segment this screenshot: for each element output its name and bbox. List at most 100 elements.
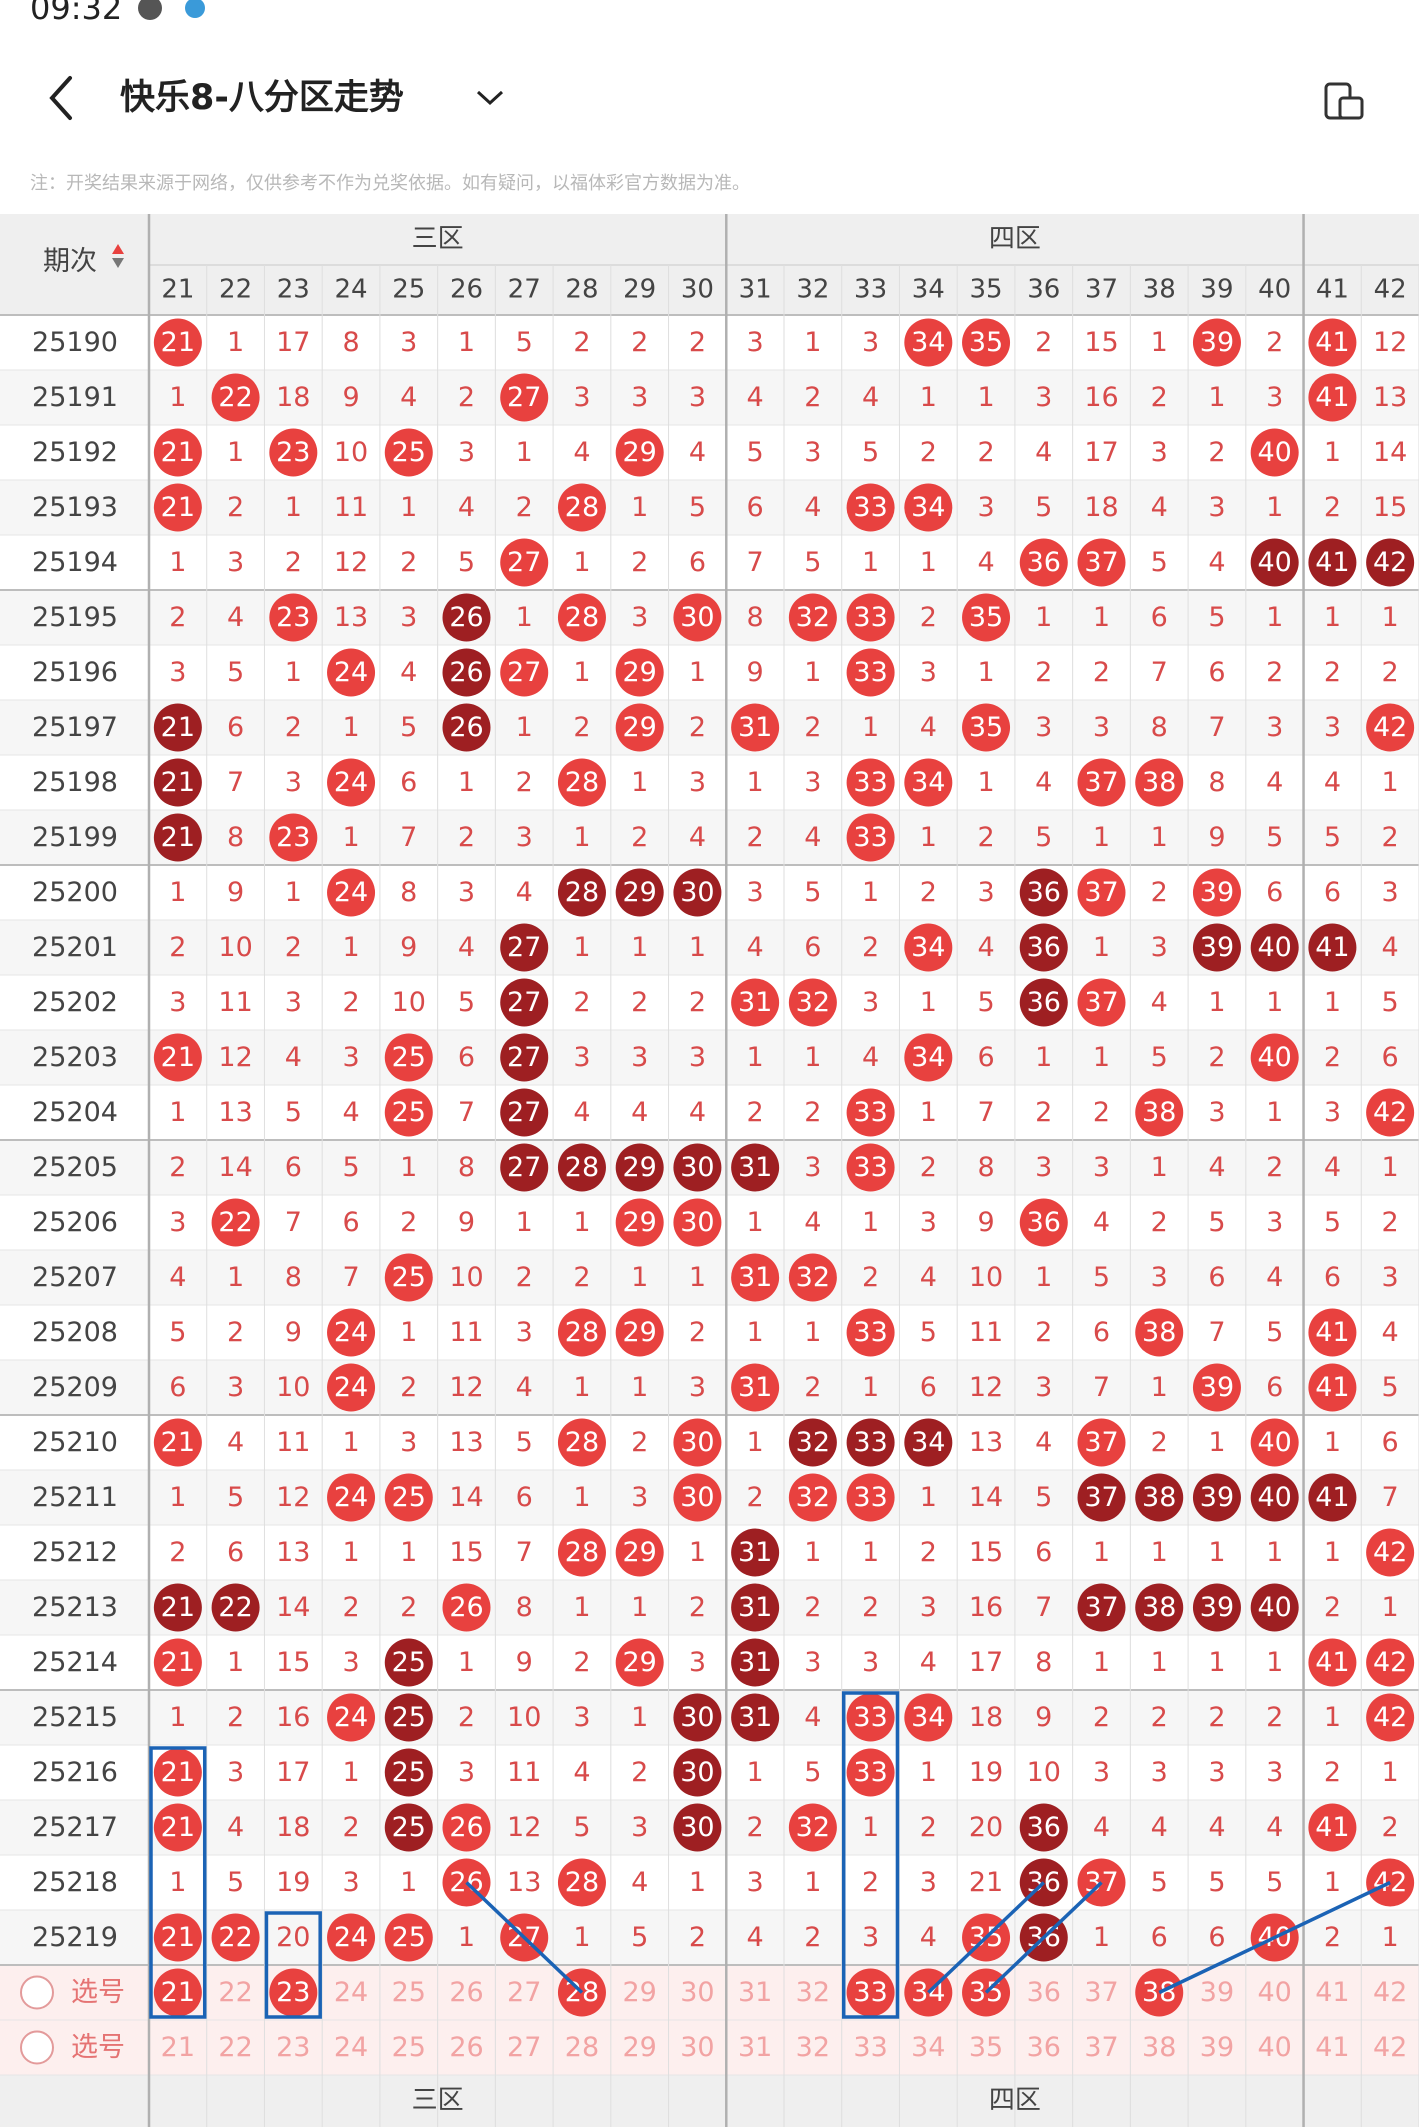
- cell-number: 2: [458, 382, 475, 413]
- cell-number: 3: [1266, 382, 1283, 413]
- cell-number: 39: [1200, 877, 1234, 908]
- cell-number: 3: [1208, 492, 1225, 523]
- hit-circle: [327, 648, 376, 697]
- cell-number: 1: [804, 1317, 821, 1348]
- cell-number: 8: [400, 877, 417, 908]
- cell-number: 28: [565, 1867, 599, 1898]
- cell-number: 5: [1208, 1207, 1225, 1238]
- hit-circle: [1135, 1583, 1184, 1632]
- cell-number: 34: [911, 1427, 945, 1458]
- cell-number: 1: [458, 1922, 475, 1953]
- cell-number: 3: [977, 492, 994, 523]
- issue-number: 25207: [32, 1262, 118, 1293]
- column-header: 29: [623, 275, 656, 305]
- cell-number: 27: [507, 987, 541, 1018]
- cell-number: 31: [738, 712, 772, 743]
- cell-number: 6: [1151, 1922, 1168, 1953]
- cell-number: 3: [342, 1647, 359, 1678]
- cell-number: 21: [161, 712, 195, 743]
- cell-number: 3: [1266, 712, 1283, 743]
- row-bg: [0, 1635, 1419, 1690]
- annotation-line: [465, 1881, 584, 1994]
- hit-circle: [615, 1143, 664, 1192]
- cell-number: 1: [631, 1592, 648, 1623]
- cell-number: 23: [276, 822, 310, 853]
- cell-number: 6: [516, 1482, 533, 1513]
- cell-number: 1: [1324, 1702, 1341, 1733]
- hit-circle: [846, 758, 895, 807]
- cell-number: 39: [1200, 1372, 1234, 1403]
- cell-number: 12: [507, 1812, 541, 1843]
- cell-number: 1: [920, 1482, 937, 1513]
- cell-number: 2: [920, 602, 937, 633]
- hit-circle: [904, 1693, 953, 1742]
- cell-number: 4: [1208, 1152, 1225, 1183]
- cell-number: 14: [1373, 437, 1407, 468]
- cell-number: 34: [911, 1042, 945, 1073]
- cell-number: 6: [400, 767, 417, 798]
- select-radio[interactable]: [20, 2030, 54, 2065]
- hit-circle: [904, 1418, 953, 1467]
- dropdown-toggle[interactable]: [476, 90, 504, 106]
- hit-circle: [1308, 1363, 1357, 1412]
- cell-number: 1: [804, 1042, 821, 1073]
- cell-number: 4: [631, 1867, 648, 1898]
- cell-number: 21: [969, 1867, 1003, 1898]
- cell-number: 26: [449, 657, 483, 688]
- cell-number: 15: [1084, 327, 1118, 358]
- hit-circle: [327, 868, 376, 917]
- cell-number: 4: [804, 492, 821, 523]
- cell-number: 7: [285, 1207, 302, 1238]
- hit-circle: [615, 868, 664, 917]
- cell-number: 21: [161, 437, 195, 468]
- cell-number: 25: [392, 1647, 426, 1678]
- issue-number: 25193: [32, 492, 118, 523]
- cell-number: 6: [227, 712, 244, 743]
- hit-circle: [731, 1528, 780, 1577]
- select-radio[interactable]: [20, 1975, 54, 2010]
- hit-circle: [1077, 758, 1126, 807]
- cell-number: 40: [1258, 1977, 1292, 2008]
- column-header: 31: [739, 275, 772, 305]
- cell-number: 2: [920, 1537, 937, 1568]
- cell-number: 31: [738, 1977, 772, 2008]
- cell-number: 2: [977, 822, 994, 853]
- cell-number: 24: [334, 2032, 368, 2063]
- cell-number: 28: [565, 877, 599, 908]
- cell-number: 29: [623, 1207, 657, 1238]
- cell-number: 28: [565, 767, 599, 798]
- hit-circle: [846, 1748, 895, 1797]
- hit-circle: [904, 923, 953, 972]
- sort-desc[interactable]: [112, 258, 124, 268]
- cell-number: 2: [804, 1372, 821, 1403]
- cell-number: 2: [1151, 382, 1168, 413]
- cell-number: 1: [1266, 987, 1283, 1018]
- cell-number: 1: [920, 1757, 937, 1788]
- cell-number: 26: [449, 1812, 483, 1843]
- column-header: 23: [277, 275, 310, 305]
- hit-circle: [904, 758, 953, 807]
- cell-number: 5: [862, 437, 879, 468]
- cell-number: 1: [689, 657, 706, 688]
- cell-number: 9: [227, 877, 244, 908]
- cell-number: 1: [977, 767, 994, 798]
- cell-number: 15: [276, 1647, 310, 1678]
- annotation-line: [927, 1881, 1045, 1994]
- hit-circle: [500, 538, 549, 587]
- cell-number: 3: [1035, 712, 1052, 743]
- cell-number: 38: [1142, 1097, 1176, 1128]
- cell-number: 2: [862, 1867, 879, 1898]
- layout-toggle[interactable]: [1324, 82, 1364, 120]
- cell-number: 8: [516, 1592, 533, 1623]
- hit-circle: [904, 1033, 953, 1082]
- hit-circle: [327, 1473, 376, 1522]
- cell-number: 18: [969, 1702, 1003, 1733]
- cell-number: 4: [1035, 437, 1052, 468]
- cell-number: 5: [400, 712, 417, 743]
- cell-number: 2: [285, 932, 302, 963]
- back-button[interactable]: [49, 76, 72, 120]
- icon-part: [1338, 96, 1364, 120]
- cell-number: 1: [1324, 1537, 1341, 1568]
- sort-asc[interactable]: [112, 244, 124, 254]
